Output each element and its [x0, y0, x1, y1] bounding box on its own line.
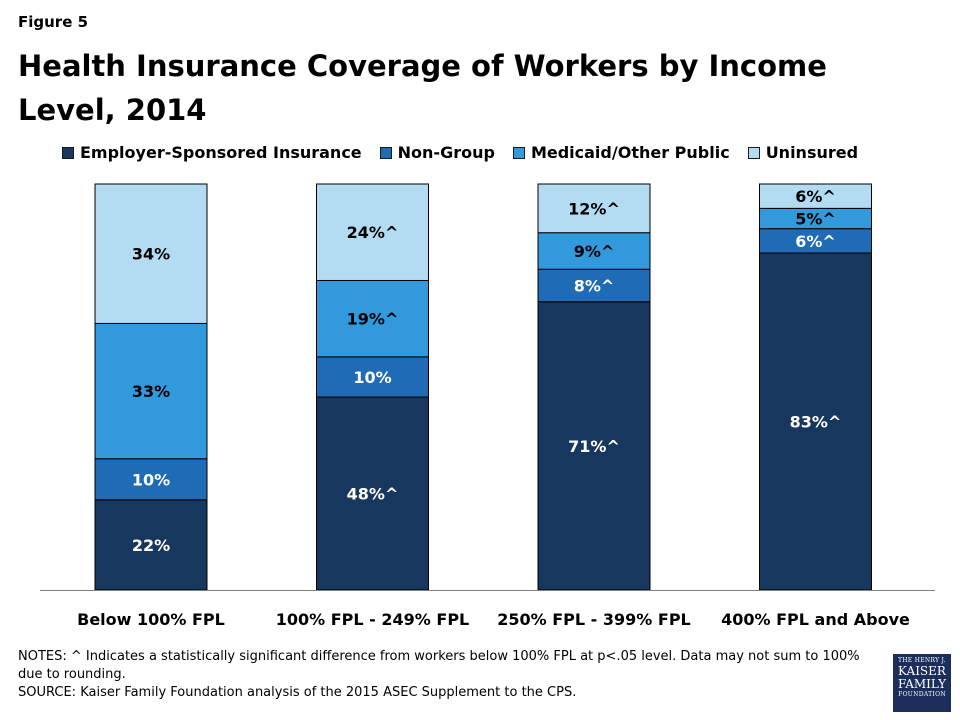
- bar-segment: [537, 232, 651, 270]
- data-label: 8%^: [574, 277, 615, 296]
- logo-line-4: FOUNDATION: [898, 691, 946, 698]
- data-label: 34%: [132, 245, 170, 264]
- bar-segment: [316, 183, 429, 281]
- data-label: 10%: [353, 368, 391, 387]
- figure-label: Figure 5: [18, 13, 89, 31]
- chart-notes: NOTES: ^ Indicates a statistically signi…: [18, 648, 878, 702]
- legend-swatch: [747, 146, 760, 159]
- data-label: 83%^: [790, 413, 842, 432]
- bar-segment: [759, 228, 872, 254]
- logo-line-2: KAISER: [898, 664, 946, 678]
- legend-item-uninsured: Uninsured: [747, 143, 859, 162]
- legend-label: Medicaid/Other Public: [530, 143, 730, 162]
- data-label: 12%^: [568, 199, 620, 218]
- data-label: 19%^: [347, 310, 399, 329]
- notes-text: NOTES: ^ Indicates a statistically signi…: [18, 649, 860, 682]
- bar-segment: [316, 396, 429, 591]
- chart-title: Health Insurance Coverage of Workers by …: [18, 49, 827, 127]
- legend-label: Uninsured: [765, 143, 859, 162]
- bar-segment: [94, 458, 208, 501]
- data-label: 10%: [132, 470, 170, 489]
- legend-label: Employer-Sponsored Insurance: [80, 143, 362, 162]
- data-label: 9%^: [574, 242, 615, 261]
- bar-segment: [537, 183, 651, 234]
- bar-segment: [316, 356, 429, 398]
- bar-segment: [759, 183, 872, 209]
- category-label: 400% FPL and Above: [721, 610, 910, 629]
- data-label: 5%^: [795, 210, 836, 229]
- legend-swatch: [62, 146, 74, 159]
- data-label: 6%^: [795, 232, 836, 251]
- data-label: 24%^: [347, 223, 399, 242]
- legend-swatch: [379, 146, 392, 159]
- logo-line-1: THE HENRY J.: [897, 657, 947, 664]
- source-text: SOURCE: Kaiser Family Foundation analysi…: [18, 685, 577, 700]
- data-label: 22%: [132, 536, 170, 555]
- bar-segment: [537, 268, 651, 303]
- data-label: 71%^: [568, 437, 620, 456]
- data-label: 6%^: [795, 187, 836, 206]
- legend-item-medicaid: Medicaid/Other Public: [512, 143, 730, 162]
- legend-swatch: [512, 146, 525, 159]
- kff-logo: THE HENRY J. KAISER FAMILY FOUNDATION: [893, 654, 951, 712]
- category-label: Below 100% FPL: [77, 610, 225, 629]
- bar-segment: [94, 183, 208, 324]
- legend-item-non-group: Non-Group: [379, 143, 495, 162]
- legend-item-employer: Employer-Sponsored Insurance: [62, 143, 362, 162]
- chart-legend: Employer-Sponsored Insurance Non-Group M…: [62, 143, 858, 162]
- logo-line-3: FAMILY: [897, 677, 947, 691]
- bar-segment: [537, 301, 651, 591]
- data-label: 33%: [132, 382, 170, 401]
- legend-label: Non-Group: [397, 143, 495, 162]
- category-label: 250% FPL - 399% FPL: [497, 610, 690, 629]
- data-label: 48%^: [347, 485, 399, 504]
- bar-segment: [759, 252, 872, 591]
- category-label: 100% FPL - 249% FPL: [276, 610, 469, 629]
